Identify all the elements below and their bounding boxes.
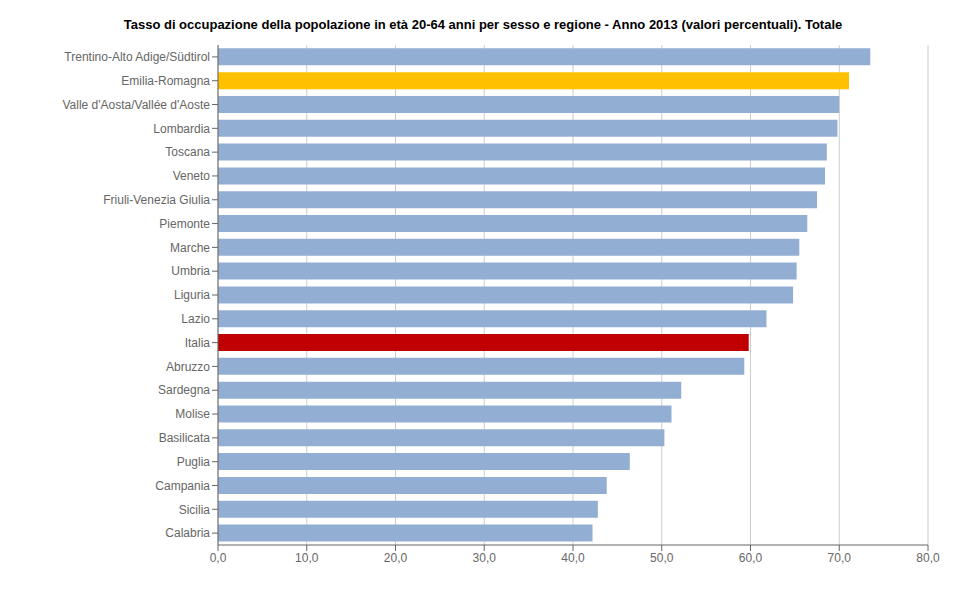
- svg-text:Marche: Marche: [170, 241, 210, 255]
- svg-text:Abruzzo: Abruzzo: [166, 360, 210, 374]
- svg-text:Umbria: Umbria: [171, 264, 210, 278]
- svg-text:0,0: 0,0: [210, 551, 227, 565]
- svg-text:40,0: 40,0: [561, 551, 585, 565]
- svg-text:Trentino-Alto Adige/Südtirol: Trentino-Alto Adige/Südtirol: [64, 50, 210, 64]
- svg-text:Lombardia: Lombardia: [153, 122, 210, 136]
- svg-text:Campania: Campania: [155, 479, 210, 493]
- svg-text:Italia: Italia: [185, 336, 211, 350]
- svg-text:60,0: 60,0: [739, 551, 763, 565]
- svg-text:Lazio: Lazio: [181, 312, 210, 326]
- svg-text:Valle d'Aosta/Vallée d'Aoste: Valle d'Aosta/Vallée d'Aoste: [62, 98, 210, 112]
- svg-text:30,0: 30,0: [473, 551, 497, 565]
- svg-text:50,0: 50,0: [650, 551, 674, 565]
- svg-text:Piemonte: Piemonte: [159, 217, 210, 231]
- svg-text:Liguria: Liguria: [174, 288, 210, 302]
- svg-text:Calabria: Calabria: [165, 526, 210, 540]
- svg-text:Toscana: Toscana: [165, 145, 210, 159]
- svg-text:Sardegna: Sardegna: [158, 383, 210, 397]
- svg-text:Sicilia: Sicilia: [179, 503, 211, 517]
- svg-text:Emilia-Romagna: Emilia-Romagna: [121, 74, 210, 88]
- svg-text:20,0: 20,0: [384, 551, 408, 565]
- html-text:Tasso di occupazione della pop: Tasso di occupazione della popolazione i…: [123, 17, 843, 32]
- svg-text:70,0: 70,0: [828, 551, 852, 565]
- svg-text:Molise: Molise: [175, 407, 210, 421]
- svg-text:10,0: 10,0: [295, 551, 319, 565]
- svg-text:Veneto: Veneto: [173, 169, 211, 183]
- svg-text:Friuli-Venezia Giulia: Friuli-Venezia Giulia: [103, 193, 210, 207]
- svg-text:Basilicata: Basilicata: [159, 431, 211, 445]
- svg-text:80,0: 80,0: [916, 551, 940, 565]
- svg-text:Puglia: Puglia: [177, 455, 211, 469]
